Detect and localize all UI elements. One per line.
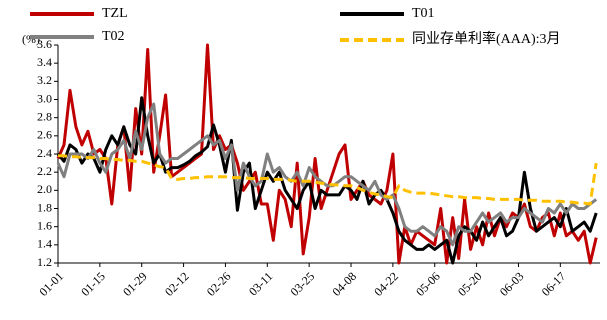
y-tick-label: 1.2	[37, 255, 52, 269]
y-tick-label: 3.0	[37, 91, 52, 105]
x-tick-label: 04-22	[371, 269, 401, 299]
y-tick-label: 2.8	[37, 109, 52, 123]
x-tick-label: 01-15	[78, 269, 108, 299]
series-line	[58, 154, 598, 206]
x-tick-label: 02-26	[204, 269, 234, 299]
x-tick-label: 01-29	[120, 269, 150, 299]
x-tick-label: 04-08	[329, 269, 359, 299]
x-tick-label: 03-11	[246, 269, 275, 298]
x-tick-label: 06-03	[497, 269, 527, 299]
y-tick-label: 1.6	[37, 218, 52, 232]
x-tick-label: 05-06	[413, 269, 443, 299]
y-tick-label: 2.4	[37, 146, 52, 160]
series-line	[56, 43, 598, 265]
y-tick-label: 2.6	[37, 128, 52, 142]
y-tick-label: 3.6	[37, 37, 52, 51]
x-tick-label: 02-12	[162, 269, 192, 299]
legend-label: T02	[102, 29, 125, 44]
legend-label: T01	[412, 6, 435, 21]
y-tick-label: 3.2	[37, 73, 52, 87]
y-tick-label: 1.4	[37, 237, 52, 251]
x-tick-label: 01-01	[36, 269, 66, 299]
legend-label: 同业存单利率(AAA):3月	[412, 30, 561, 47]
y-tick-label: 1.8	[37, 200, 52, 214]
x-tick-label: 05-20	[455, 269, 485, 299]
y-tick-label: 2.2	[37, 164, 52, 178]
series-line	[56, 96, 598, 265]
legend-label: TZL	[102, 6, 128, 21]
y-tick-label: 3.4	[37, 55, 52, 69]
x-tick-label: 03-25	[288, 269, 318, 299]
series-line	[56, 102, 598, 247]
x-tick-label: 06-17	[539, 269, 569, 299]
y-tick-label: 2.0	[37, 182, 52, 196]
